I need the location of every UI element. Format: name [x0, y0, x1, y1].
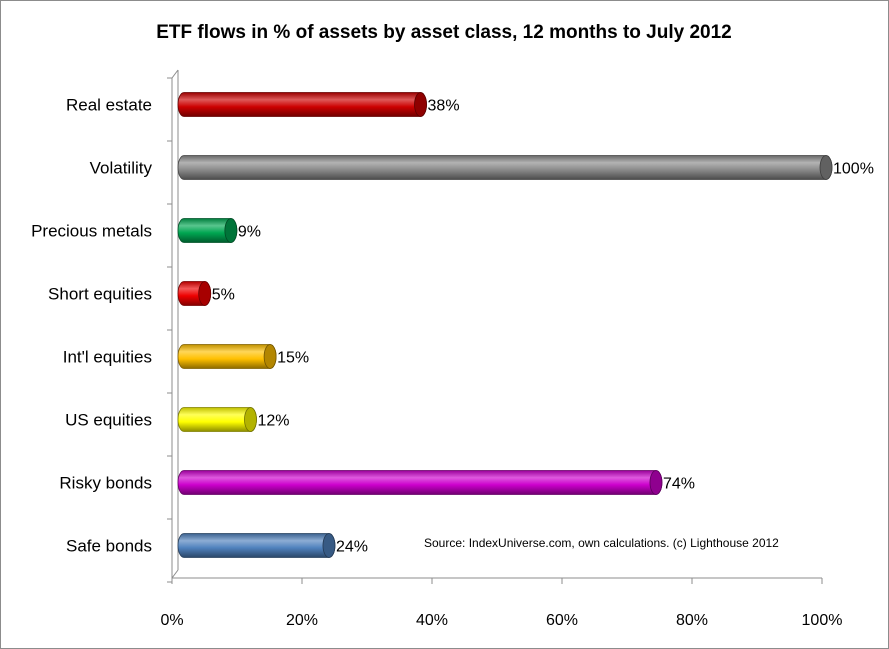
x-tick-labels: 0% 20% 40% 60% 80% 100% — [160, 612, 842, 629]
x-tick-label: 40% — [416, 612, 448, 629]
bar-safe-bonds — [177, 533, 336, 558]
value-label: 15% — [277, 350, 309, 367]
bar-end-cap — [198, 281, 212, 306]
x-tick-label: 0% — [160, 612, 183, 629]
x-tick-label: 20% — [286, 612, 318, 629]
bar-volatility — [177, 155, 833, 180]
bar-body — [177, 92, 427, 117]
axes — [167, 69, 823, 584]
value-label: 74% — [663, 476, 695, 493]
bar-int-l-equities — [177, 344, 277, 369]
value-label: 24% — [336, 539, 368, 556]
bar-end-cap — [263, 344, 277, 369]
x-tick-label: 80% — [676, 612, 708, 629]
bar-body — [177, 533, 336, 558]
category-label: US equities — [65, 411, 152, 430]
value-label: 5% — [212, 287, 235, 304]
chart-title: ETF flows in % of assets by asset class,… — [156, 22, 732, 43]
value-label: 38% — [428, 98, 460, 115]
value-label: 100% — [833, 161, 874, 178]
bar-precious-metals — [177, 218, 238, 243]
bar-short-equities — [177, 281, 212, 306]
bar-body — [177, 155, 833, 180]
bar-end-cap — [649, 470, 663, 495]
bar-end-cap — [224, 218, 238, 243]
bars — [177, 92, 833, 558]
x-tick-label: 60% — [546, 612, 578, 629]
bar-end-cap — [414, 92, 427, 117]
category-label: Safe bonds — [66, 537, 152, 556]
bar-end-cap — [244, 407, 257, 432]
y-axis-bottom-edge — [171, 569, 179, 579]
value-labels: 38% 100% 9% 5% 15% 12% 74% 24% — [212, 98, 874, 556]
category-label: Precious metals — [31, 222, 152, 241]
category-label: Real estate — [66, 96, 152, 115]
category-labels: Real estate Volatility Precious metals Shor… — [31, 96, 152, 556]
category-label: Risky bonds — [59, 474, 152, 493]
category-label: Int'l equities — [63, 348, 152, 367]
value-label: 9% — [238, 224, 261, 241]
value-label: 12% — [257, 413, 289, 430]
bar-real-estate — [177, 92, 427, 117]
source-annotation: Source: IndexUniverse.com, own calculati… — [424, 536, 779, 550]
x-tick-label: 100% — [802, 612, 843, 629]
category-label: Short equities — [48, 285, 152, 304]
bar-end-cap — [322, 533, 336, 558]
bar-body — [177, 470, 663, 495]
bar-us-equities — [177, 407, 257, 432]
bar-body — [177, 344, 277, 369]
bar-risky-bonds — [177, 470, 663, 495]
bar-end-cap — [819, 155, 833, 180]
category-label: Volatility — [90, 159, 153, 178]
y-axis-top-edge — [171, 69, 179, 79]
